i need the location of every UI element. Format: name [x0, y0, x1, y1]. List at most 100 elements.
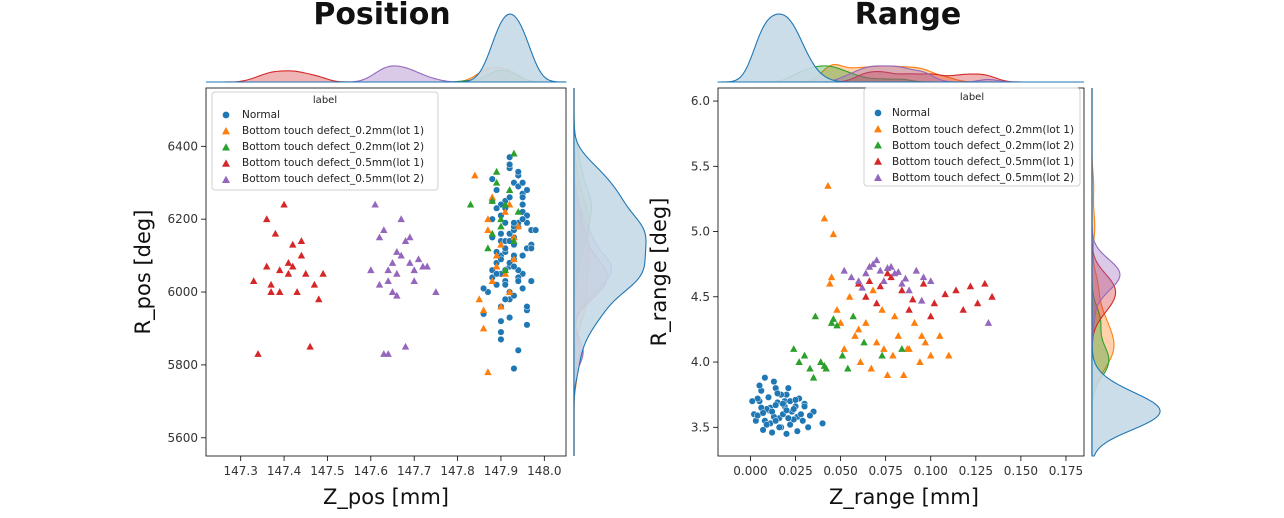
data-point — [397, 251, 405, 259]
data-point — [876, 266, 884, 274]
data-point — [488, 197, 496, 204]
position-legend-box — [211, 91, 439, 191]
data-point — [466, 200, 475, 208]
data-point — [860, 338, 868, 346]
data-point — [263, 262, 271, 270]
range-right-marginal-kde — [1091, 88, 1161, 457]
data-point — [867, 364, 875, 372]
data-point — [820, 362, 829, 369]
data-point — [293, 288, 301, 295]
data-point — [829, 230, 838, 238]
data-point — [862, 269, 870, 277]
x-tick-label: 0.000 — [733, 464, 767, 478]
data-point — [819, 419, 827, 427]
data-point — [510, 237, 518, 244]
x-tick-label: 147.8 — [440, 464, 474, 478]
data-point — [909, 295, 917, 303]
data-point — [748, 397, 756, 405]
data-point — [772, 417, 780, 425]
range-top-marginal-kde — [717, 13, 1084, 83]
data-point — [840, 345, 848, 352]
data-point — [484, 244, 492, 252]
data-point — [501, 295, 509, 303]
data-point — [519, 284, 527, 292]
data-point — [865, 262, 874, 270]
data-point — [519, 215, 527, 223]
data-point — [514, 222, 522, 230]
data-point — [768, 408, 776, 416]
data-point — [250, 277, 258, 285]
data-point — [890, 312, 899, 320]
y-tick-label: 5600 — [167, 431, 198, 445]
data-point — [887, 273, 895, 281]
x-tick-label: 147.7 — [397, 464, 431, 478]
data-point — [510, 219, 518, 227]
data-point — [501, 281, 509, 289]
data-point — [527, 277, 535, 285]
data-point — [833, 321, 841, 329]
position-legend-markers — [222, 111, 230, 183]
data-point — [806, 364, 814, 372]
data-point — [981, 279, 989, 287]
legend-marker — [222, 159, 230, 167]
data-point — [878, 305, 886, 313]
data-point — [367, 266, 375, 274]
position-legend-entry-normal: Normal — [242, 109, 280, 121]
data-point — [800, 402, 809, 410]
position-data-points — [250, 149, 540, 376]
data-point — [984, 318, 993, 326]
data-point — [878, 351, 886, 359]
position-y-axis-label: R_pos [deg] — [131, 210, 156, 335]
data-point — [759, 426, 767, 434]
data-point — [849, 312, 857, 320]
data-point — [768, 428, 776, 437]
data-point — [759, 409, 767, 417]
data-point — [497, 215, 505, 223]
data-point — [393, 269, 401, 277]
data-point — [397, 215, 405, 223]
data-point — [772, 401, 780, 409]
data-point — [918, 296, 926, 304]
data-point — [804, 423, 812, 431]
data-point — [883, 371, 892, 379]
data-point — [811, 312, 820, 320]
data-point — [306, 342, 314, 350]
data-point — [817, 358, 825, 365]
data-point — [276, 266, 284, 274]
position-top-marginal-kde — [206, 13, 567, 83]
y-tick-label: 5.0 — [691, 225, 710, 239]
data-point — [315, 295, 323, 303]
data-point — [297, 251, 306, 259]
data-point — [806, 411, 814, 420]
data-point — [898, 345, 906, 352]
y-tick-label: 4.0 — [691, 355, 710, 369]
y-tick-label: 5.5 — [691, 159, 710, 173]
x-tick-label: 147.3 — [224, 464, 258, 478]
x-tick-label: 147.6 — [354, 464, 388, 478]
data-point — [289, 240, 297, 248]
data-point — [380, 226, 388, 234]
y-tick-label: 5800 — [167, 358, 198, 372]
position-legend-title: label — [313, 95, 337, 106]
position-x-axis-label: Z_pos [mm] — [323, 485, 449, 510]
data-point — [506, 193, 514, 201]
data-point — [371, 200, 379, 208]
range-legend-entry-normal: Normal — [892, 107, 930, 119]
data-point — [388, 258, 397, 266]
y-tick-label: 6400 — [167, 139, 198, 153]
data-point — [506, 313, 514, 322]
data-point — [764, 393, 773, 401]
data-point — [862, 318, 870, 326]
data-point — [492, 178, 501, 186]
data-point — [901, 274, 910, 282]
data-point — [784, 384, 792, 392]
legend-marker — [222, 143, 230, 151]
data-point — [899, 371, 908, 379]
data-point — [800, 351, 809, 359]
range-data-points — [748, 181, 996, 438]
data-point — [384, 266, 392, 274]
legend-marker — [222, 127, 230, 135]
x-tick-label: 147.9 — [484, 464, 518, 478]
data-point — [959, 305, 967, 313]
data-point — [988, 292, 996, 300]
